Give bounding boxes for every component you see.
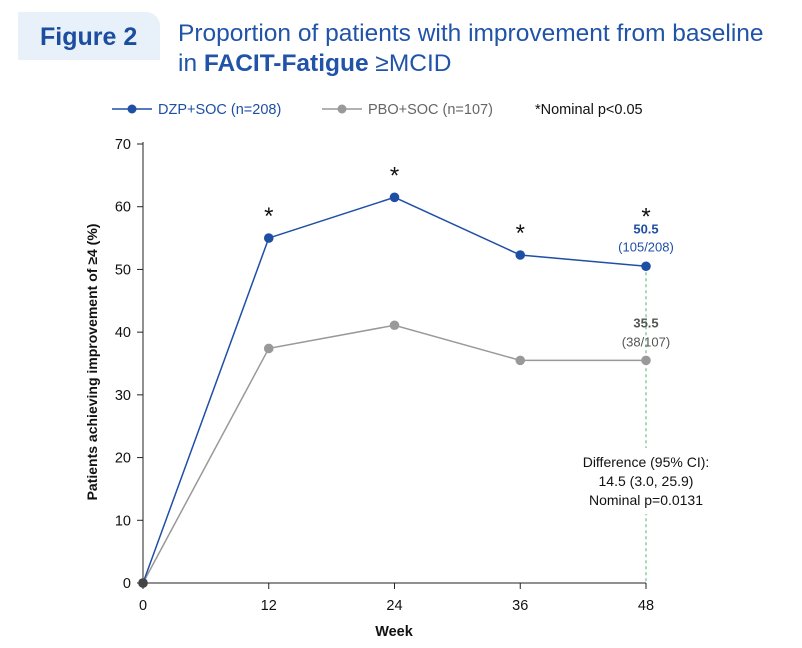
difference-line1: Difference (95% CI): xyxy=(583,454,710,470)
y-tick-label: 30 xyxy=(115,388,131,404)
legend: DZP+SOC (n=208) PBO+SOC (n=107) *Nominal… xyxy=(112,102,643,118)
x-tick-label: 48 xyxy=(638,598,654,614)
x-tick-label: 12 xyxy=(261,598,277,614)
tick-group: 0 10 20 30 40 50 60 70 0 12 24 36 48 xyxy=(115,137,654,614)
dzp-point xyxy=(515,250,526,260)
pbo-point xyxy=(641,355,651,366)
significance-note: *Nominal p<0.05 xyxy=(535,102,643,118)
title-part1: Proportion of patients with improvement … xyxy=(178,20,764,77)
legend-marker-dzp xyxy=(127,104,137,114)
y-axis-label: Patients achieving improvement of ≥4 (%) xyxy=(84,224,100,501)
significance-star: * xyxy=(264,203,273,230)
significance-star: * xyxy=(516,220,525,247)
dzp-series-line xyxy=(142,196,647,584)
dzp-end-count-label: (105/208) xyxy=(618,239,674,254)
legend-marker-pbo xyxy=(337,104,347,114)
y-tick-label: 50 xyxy=(115,262,131,278)
difference-line3: Nominal p=0.0131 xyxy=(589,492,703,508)
title-bold: FACIT-Fatigue xyxy=(203,50,369,77)
difference-box-bg xyxy=(560,448,736,514)
significance-stars: * * * * xyxy=(264,162,651,247)
pbo-end-count-label: (38/107) xyxy=(622,334,670,349)
y-tick-label: 70 xyxy=(115,137,131,153)
significance-star: * xyxy=(641,203,650,230)
dzp-point xyxy=(641,261,651,272)
x-axis-label: Week xyxy=(375,624,414,640)
dzp-point xyxy=(263,233,274,243)
y-tick-label: 20 xyxy=(115,451,131,467)
pbo-point xyxy=(389,320,400,331)
pbo-end-value-label: 35.5 xyxy=(633,315,658,330)
y-tick-label: 0 xyxy=(123,576,131,592)
difference-line2: 14.5 (3.0, 25.9) xyxy=(599,473,694,489)
y-tick-label: 40 xyxy=(115,325,131,341)
significance-star: * xyxy=(390,162,399,189)
legend-label-dzp: DZP+SOC (n=208) xyxy=(158,102,281,118)
figure-label: Figure 2 xyxy=(40,23,138,51)
x-tick-label: 24 xyxy=(386,598,402,614)
chart-title: Proportion of patients with improvement … xyxy=(178,19,788,79)
y-tick-label: 10 xyxy=(115,513,131,529)
dzp-end-value-label: 50.5 xyxy=(633,221,658,236)
pbo-point xyxy=(263,343,274,354)
series-group xyxy=(138,192,651,588)
axes xyxy=(142,142,646,584)
legend-label-pbo: PBO+SOC (n=107) xyxy=(368,102,493,118)
title-part2: ≥MCID xyxy=(368,50,452,77)
dzp-point xyxy=(389,192,400,203)
origin-point xyxy=(138,578,148,588)
figure-label-tab: Figure 2 xyxy=(18,12,160,60)
x-tick-label: 36 xyxy=(512,598,528,614)
pbo-point xyxy=(515,355,526,366)
x-tick-label: 0 xyxy=(139,598,147,614)
y-tick-label: 60 xyxy=(115,200,131,216)
